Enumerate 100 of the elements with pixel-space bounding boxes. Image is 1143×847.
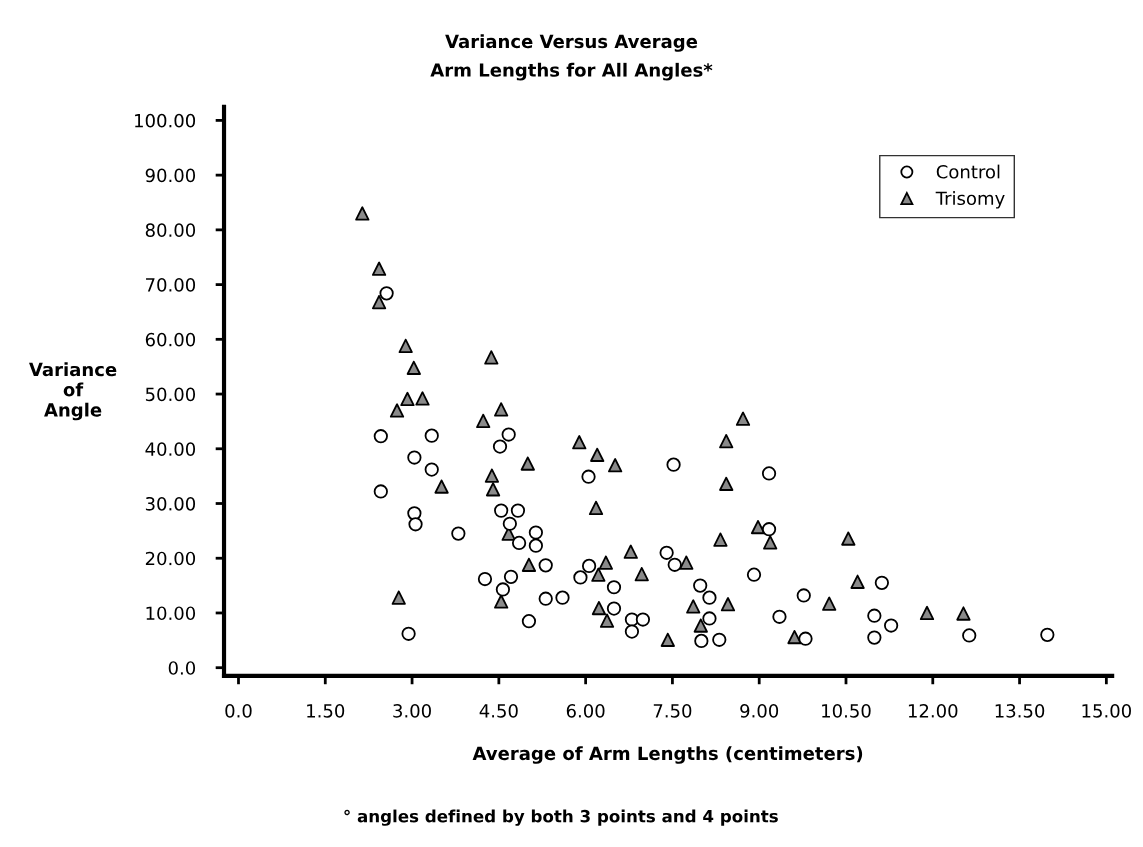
point xyxy=(720,597,736,612)
point xyxy=(581,558,597,574)
point xyxy=(606,580,622,595)
y-tick-label: 60.00 xyxy=(145,332,196,347)
point xyxy=(962,628,977,643)
point xyxy=(1040,627,1055,642)
y-tick-label: 90.00 xyxy=(145,168,196,183)
point xyxy=(538,591,553,606)
point xyxy=(750,519,766,535)
point xyxy=(659,545,674,560)
point xyxy=(660,632,675,647)
y-tick-label: 50.00 xyxy=(145,387,196,402)
y-tick-label: 10.00 xyxy=(146,606,196,621)
point xyxy=(494,503,509,518)
point xyxy=(713,532,728,547)
x-tick-label: 4.50 xyxy=(479,704,518,718)
point xyxy=(874,575,889,590)
point xyxy=(391,590,406,605)
point xyxy=(635,612,651,627)
point xyxy=(389,403,405,418)
point xyxy=(702,590,717,605)
point xyxy=(719,434,734,449)
point xyxy=(884,618,899,633)
point xyxy=(408,517,423,532)
point xyxy=(822,596,837,611)
point xyxy=(841,531,856,546)
x-tick-label: 12.00 xyxy=(908,704,958,718)
legend-label: Trisomy xyxy=(935,191,1005,209)
point xyxy=(528,538,543,553)
point xyxy=(772,609,787,624)
point xyxy=(528,525,543,540)
point xyxy=(590,447,605,462)
point xyxy=(623,544,638,559)
point xyxy=(686,599,701,614)
point xyxy=(693,578,708,593)
y-axis-title: Variance of Angle xyxy=(29,362,117,421)
point xyxy=(520,456,535,471)
point xyxy=(398,338,413,354)
point xyxy=(521,557,537,572)
point xyxy=(719,476,734,491)
text: ° angles defined by both 3 points and 4 points xyxy=(344,809,778,826)
point xyxy=(573,570,588,585)
point xyxy=(599,613,615,628)
point xyxy=(798,631,813,646)
x-tick-label: 6.00 xyxy=(566,704,605,718)
point xyxy=(401,626,416,641)
point xyxy=(606,601,622,616)
point xyxy=(735,411,751,426)
point xyxy=(588,500,604,516)
point xyxy=(581,469,596,484)
point xyxy=(598,555,614,570)
point xyxy=(761,466,777,481)
point xyxy=(379,286,394,301)
x-tick-label: 15.00 xyxy=(1082,704,1131,718)
point xyxy=(476,413,491,428)
point xyxy=(679,555,694,570)
x-tick-label: 13.50 xyxy=(995,704,1045,718)
point xyxy=(712,632,727,647)
x-tick-label: 10.50 xyxy=(822,704,871,718)
point xyxy=(484,350,499,365)
point xyxy=(867,608,882,623)
point xyxy=(702,611,717,626)
point xyxy=(521,614,537,629)
point xyxy=(666,457,681,472)
chart-title: Variance Versus Average Arm Lengths for All Angles* xyxy=(430,34,713,81)
point xyxy=(484,468,500,483)
point xyxy=(371,294,387,310)
point xyxy=(495,582,511,597)
point xyxy=(434,479,449,494)
point xyxy=(494,402,509,417)
point xyxy=(492,439,508,454)
point xyxy=(451,526,466,541)
y-tick-label: 20.00 xyxy=(145,551,196,566)
point xyxy=(796,588,811,603)
point xyxy=(761,522,777,537)
point xyxy=(867,630,882,645)
point xyxy=(407,450,422,465)
point xyxy=(624,624,640,639)
point xyxy=(572,435,587,450)
x-tick-label: 9.00 xyxy=(740,704,779,718)
point xyxy=(415,391,430,406)
x-tick-label: 7.50 xyxy=(653,704,692,718)
point xyxy=(538,558,553,573)
point xyxy=(355,206,370,221)
legend-label: Control xyxy=(936,164,1000,179)
point xyxy=(511,535,527,551)
point xyxy=(424,462,439,477)
point xyxy=(502,516,517,531)
point xyxy=(694,633,709,648)
point xyxy=(746,567,762,582)
y-tick-label: 70.00 xyxy=(146,278,196,292)
point xyxy=(608,458,623,473)
point xyxy=(501,427,516,442)
y-tick-label: 80.00 xyxy=(145,223,196,237)
point xyxy=(503,569,519,584)
point xyxy=(591,567,606,582)
y-tick-label: 100.00 xyxy=(135,113,196,128)
y-tick-label: 40.00 xyxy=(145,442,196,456)
point xyxy=(763,535,778,550)
x-tick-label: 0.0 xyxy=(225,704,252,718)
